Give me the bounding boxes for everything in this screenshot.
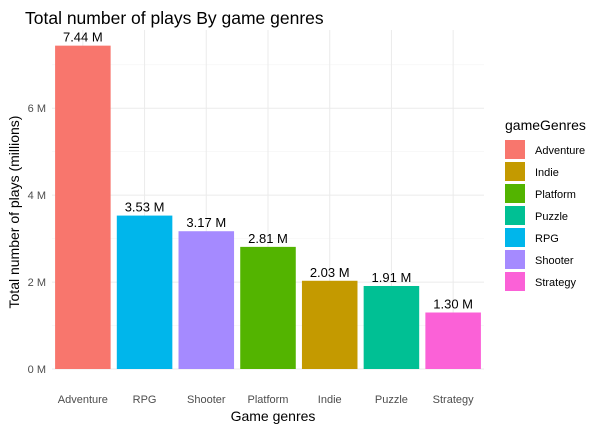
legend-key-platform	[505, 184, 525, 203]
x-tick-label: Puzzle	[375, 394, 408, 406]
legend-key-strategy	[505, 272, 525, 291]
y-tick-label: 6 M	[28, 103, 46, 115]
legend-key-puzzle	[505, 206, 525, 225]
x-tick-label: Platform	[248, 394, 289, 406]
bar-adventure	[55, 45, 111, 370]
chart-title: Total number of plays By game genres	[25, 8, 324, 28]
x-tick-label: RPG	[133, 394, 157, 406]
bar-puzzle	[363, 285, 420, 369]
bar-platform	[240, 246, 296, 369]
legend-label-platform: Platform	[535, 189, 576, 201]
x-tick-label: Shooter	[187, 394, 226, 406]
x-tick-label: Adventure	[58, 394, 108, 406]
x-tick-label: Strategy	[433, 394, 474, 406]
y-axis-ticks: 0 M 2 M 4 M 6 M	[28, 103, 46, 376]
data-label-rpg: 3.53 M	[125, 200, 165, 215]
legend-label-shooter: Shooter	[535, 255, 574, 267]
legend-label-indie: Indie	[535, 167, 559, 179]
legend-label-adventure: Adventure	[535, 145, 585, 157]
data-label-shooter: 3.17 M	[186, 215, 226, 230]
legend-key-adventure	[505, 140, 525, 159]
y-tick-label: 4 M	[28, 190, 46, 202]
data-label-puzzle: 1.91 M	[372, 270, 412, 285]
data-label-indie: 2.03 M	[310, 265, 350, 280]
bar-shooter	[178, 231, 235, 369]
bar-strategy	[425, 312, 481, 369]
legend-label-puzzle: Puzzle	[535, 211, 568, 223]
y-axis-title: Total number of plays (millions)	[6, 116, 22, 309]
legend-key-shooter	[505, 250, 525, 269]
bars	[55, 45, 481, 370]
bar-rpg	[116, 215, 173, 369]
data-label-platform: 2.81 M	[248, 231, 288, 246]
legend-key-rpg	[505, 228, 525, 247]
x-axis-title: Game genres	[231, 408, 316, 424]
legend: gameGenres Adventure Indie Platform Puzzle R…	[505, 117, 586, 291]
data-labels: 7.44 M 3.53 M 3.17 M 2.81 M 2.03 M 1.91 M 1.30…	[63, 30, 473, 312]
y-tick-label: 0 M	[28, 364, 46, 376]
legend-label-rpg: RPG	[535, 233, 559, 245]
x-axis-ticks: Adventure RPG Shooter Platform Indie Puzzle St…	[58, 394, 474, 406]
legend-label-strategy: Strategy	[535, 277, 576, 289]
data-label-adventure: 7.44 M	[63, 30, 103, 45]
legend-key-indie	[505, 162, 525, 181]
legend-title: gameGenres	[505, 117, 586, 133]
x-tick-label: Indie	[318, 394, 342, 406]
y-tick-label: 2 M	[28, 277, 46, 289]
data-label-strategy: 1.30 M	[433, 297, 473, 312]
bar-indie	[301, 280, 358, 369]
